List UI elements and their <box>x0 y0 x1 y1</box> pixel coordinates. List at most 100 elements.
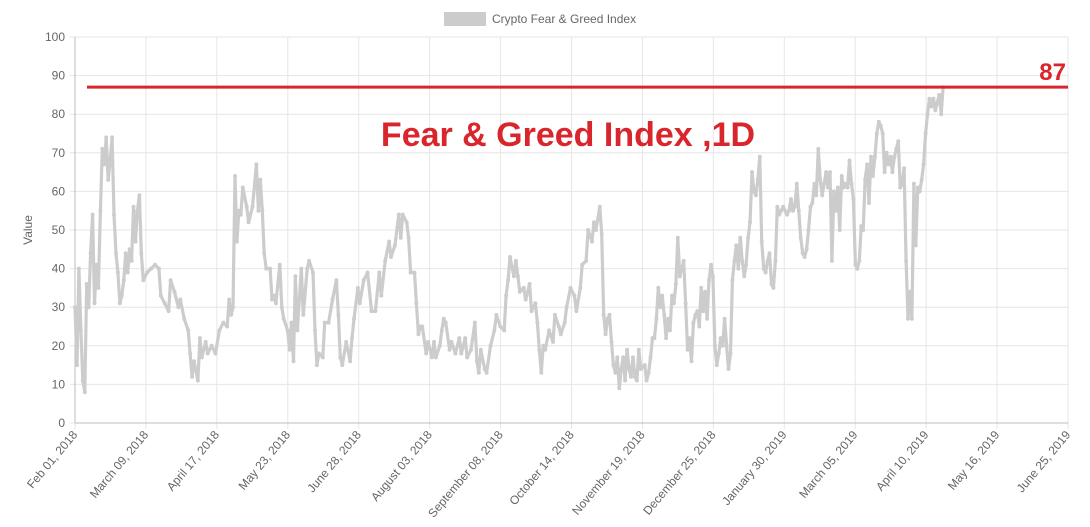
data-point <box>377 270 382 275</box>
data-point <box>209 343 214 348</box>
data-point <box>668 328 672 333</box>
data-point <box>839 174 844 178</box>
reference-layer: 87 <box>87 59 1068 89</box>
data-point <box>291 359 296 364</box>
data-point <box>447 347 452 352</box>
data-point <box>426 339 431 344</box>
data-point <box>229 312 234 317</box>
data-point <box>691 320 696 325</box>
data-point <box>670 293 674 298</box>
data-point <box>474 359 479 364</box>
data-point <box>115 270 120 275</box>
data-point <box>679 266 684 271</box>
data-point <box>484 370 489 375</box>
data-point <box>311 270 315 275</box>
data-point <box>843 181 848 186</box>
data-point <box>841 185 846 190</box>
data-point <box>114 251 118 256</box>
data-point <box>348 359 353 364</box>
data-point <box>652 336 657 341</box>
data-point <box>812 181 817 186</box>
data-point <box>369 309 374 314</box>
data-point <box>199 355 204 360</box>
data-point <box>73 305 77 310</box>
data-point <box>720 343 725 348</box>
data-point <box>316 351 321 356</box>
data-point <box>437 343 442 348</box>
data-point <box>125 270 130 275</box>
data-point <box>785 212 790 217</box>
data-point <box>504 293 509 298</box>
data-point <box>192 359 196 364</box>
data-point <box>498 324 503 329</box>
data-point <box>295 328 300 333</box>
data-point <box>878 123 883 128</box>
data-point <box>710 274 715 279</box>
data-point <box>406 235 411 240</box>
data-point <box>880 131 885 136</box>
data-point <box>556 324 561 329</box>
data-point <box>547 328 552 333</box>
data-point <box>798 235 803 240</box>
data-point <box>580 262 585 267</box>
chart-annotation: Fear & Greed Index ,1D <box>381 116 755 154</box>
data-point <box>802 255 807 259</box>
data-point <box>145 270 150 275</box>
data-point <box>709 262 713 267</box>
data-point <box>441 316 446 321</box>
data-point <box>654 316 659 321</box>
data-point <box>810 201 815 205</box>
data-point <box>186 328 191 333</box>
data-point <box>264 266 269 271</box>
data-point <box>703 289 708 294</box>
y-tick-label: 30 <box>52 300 66 314</box>
data-point <box>197 336 202 341</box>
data-point <box>123 251 128 256</box>
data-point <box>250 204 255 209</box>
x-tick-label: June 25, 2019 <box>1014 428 1074 496</box>
data-point <box>162 301 167 306</box>
data-point <box>724 343 729 348</box>
data-point <box>638 367 643 371</box>
data-point <box>100 146 105 151</box>
data-point <box>527 282 532 286</box>
data-point <box>771 285 776 290</box>
data-point <box>646 370 651 375</box>
data-point <box>584 258 589 263</box>
y-tick-label: 60 <box>52 184 66 198</box>
data-point <box>574 309 579 314</box>
x-tick-label: May 23, 2018 <box>236 428 294 493</box>
data-point <box>178 297 183 302</box>
data-point <box>765 258 770 263</box>
y-axis-title: Value <box>21 215 35 245</box>
data-point <box>664 336 669 341</box>
data-point <box>141 278 146 283</box>
data-point <box>857 258 862 263</box>
data-point <box>888 154 893 159</box>
data-point <box>919 177 924 182</box>
data-point <box>855 266 860 271</box>
data-point <box>755 177 760 182</box>
data-point <box>396 212 401 217</box>
data-point <box>166 309 171 314</box>
data-point <box>352 316 356 321</box>
data-point <box>80 378 85 383</box>
data-point <box>322 320 327 325</box>
data-point <box>285 328 290 333</box>
data-point <box>751 189 756 194</box>
data-point <box>699 285 704 290</box>
data-point <box>129 258 134 263</box>
data-point <box>818 177 823 182</box>
data-point <box>753 193 758 198</box>
data-point <box>523 297 528 302</box>
data-point <box>168 278 173 283</box>
data-point <box>82 390 87 395</box>
data-point <box>459 351 464 356</box>
data-point <box>625 347 630 352</box>
data-point <box>757 154 762 159</box>
data-point <box>615 355 620 360</box>
data-point <box>886 162 891 167</box>
data-point <box>722 316 727 321</box>
data-point <box>660 293 665 298</box>
